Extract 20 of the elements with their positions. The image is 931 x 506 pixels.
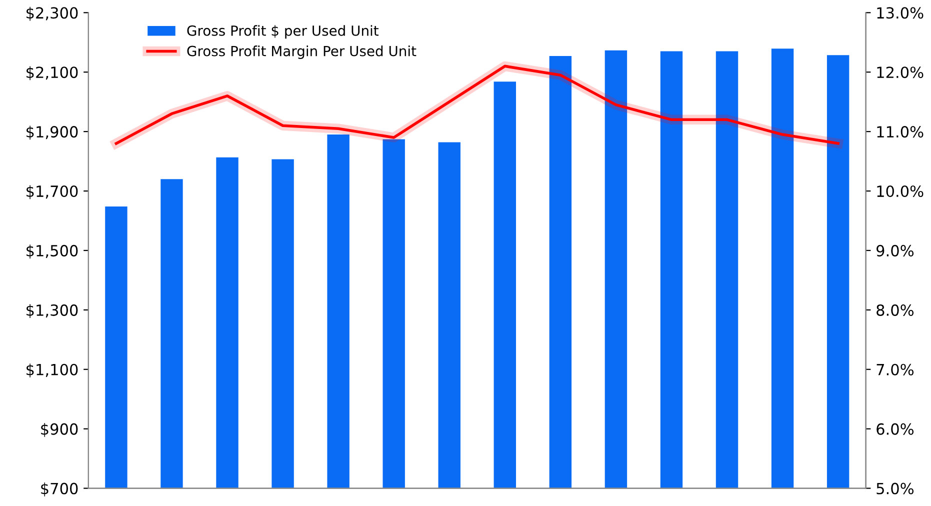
y2-tick-label: 8.0% — [876, 304, 914, 316]
y2-tick-label: 5.0% — [876, 482, 914, 494]
y2-tick-label: 12.0% — [877, 66, 924, 78]
y2-tick-label: 9.0% — [876, 244, 914, 256]
y2-tick-label: 13.0% — [877, 7, 924, 19]
y-tick-label: $700 — [41, 482, 78, 496]
y2-tick-label: 10.0% — [877, 185, 924, 198]
y-tick-label: $2,300 — [26, 6, 78, 21]
y-tick-label: $1,700 — [26, 185, 78, 200]
y2-tick-label: 7.0% — [876, 364, 914, 376]
y-tick-label: $2,100 — [26, 66, 78, 80]
legend-label: Gross Profit $ per Used Unit — [187, 25, 379, 39]
y2-tick-label: 6.0% — [876, 423, 914, 435]
legend-label: Gross Profit Margin Per Used Unit — [187, 46, 416, 59]
y2-tick-label: 11.0% — [877, 126, 924, 138]
y-tick-label: $1,100 — [26, 364, 78, 378]
y-tick-label: $1,900 — [26, 126, 78, 140]
y-tick-label: $1,300 — [26, 304, 78, 318]
y-tick-label: $900 — [41, 423, 78, 437]
y-tick-label: $1,500 — [26, 244, 78, 259]
